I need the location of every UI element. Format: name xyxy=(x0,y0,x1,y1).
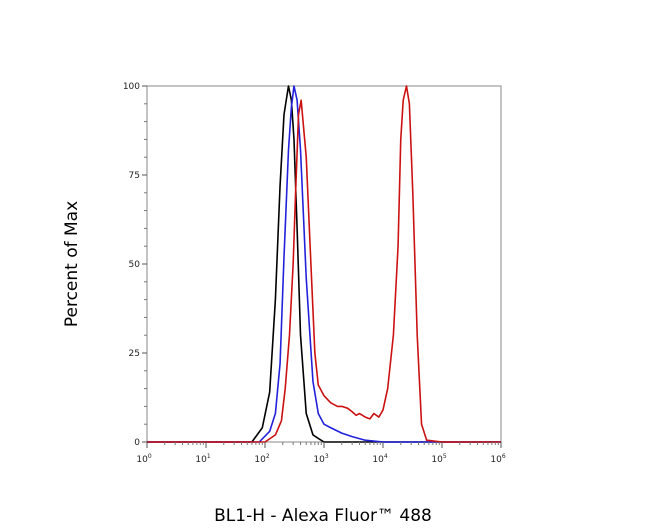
x-tick-label: 101 xyxy=(195,453,210,465)
y-tick-label: 100 xyxy=(123,82,140,92)
y-axis-title: Percent of Max xyxy=(62,201,82,327)
series-line-2 xyxy=(147,85,501,443)
y-tick-label: 75 xyxy=(129,171,140,181)
x-tick-label: 106 xyxy=(490,453,505,465)
y-tick-label: 50 xyxy=(129,260,141,270)
tick-layer: 0 25 50 75 100 100 101 102 103 104 105 106 xyxy=(123,82,506,465)
x-tick-label: 100 xyxy=(136,453,151,465)
plot-frame xyxy=(146,85,502,443)
series-layer xyxy=(147,85,501,443)
y-tick-label: 25 xyxy=(129,349,140,359)
y-tick-label: 0 xyxy=(134,438,140,448)
x-tick-label: 102 xyxy=(254,453,269,465)
x-tick-label: 105 xyxy=(431,453,446,465)
series-line-1 xyxy=(147,85,501,443)
x-axis-title: BL1-H - Alexa Fluor™ 488 xyxy=(214,506,432,526)
x-tick-label: 104 xyxy=(372,453,387,465)
series-line-3 xyxy=(147,85,501,443)
x-tick-label: 103 xyxy=(313,453,328,465)
